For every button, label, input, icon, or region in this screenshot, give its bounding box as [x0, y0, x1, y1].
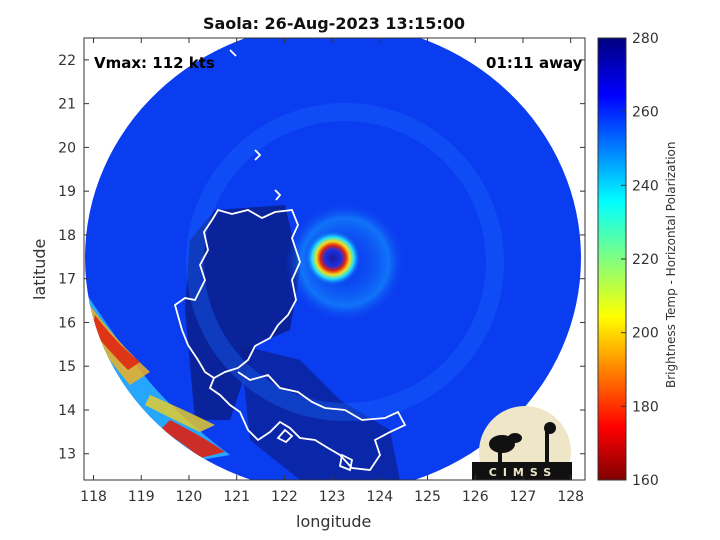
x-axis-label: longitude — [296, 512, 372, 531]
y-tick-label: 17 — [58, 272, 76, 288]
microwave-swath — [85, 38, 581, 480]
x-axis: 118 119 120 121 122 123 124 125 126 127 128 — [80, 38, 584, 505]
y-tick-label: 19 — [58, 184, 76, 200]
y-tick-label: 18 — [58, 228, 76, 244]
vmax-label: Vmax: 112 kts — [94, 54, 215, 72]
y-axis: 22 21 20 19 18 17 16 15 14 13 — [58, 53, 585, 463]
y-tick-label: 14 — [58, 403, 76, 419]
time-label: 01:11 away — [486, 54, 583, 72]
colorbar-label: Brightness Temp - Horizontal Polarizatio… — [664, 141, 678, 388]
y-axis-label: latitude — [30, 238, 49, 300]
y-tick-label: 21 — [58, 97, 76, 113]
y-tick-label: 15 — [58, 359, 76, 375]
colorbar-tick-label: 160 — [632, 473, 659, 489]
cimss-logo: CIMSS — [472, 406, 572, 480]
x-tick-label: 122 — [271, 489, 298, 505]
x-tick-label: 125 — [414, 489, 441, 505]
coastline — [173, 49, 479, 472]
y-tick-label: 20 — [58, 140, 76, 156]
x-tick-label: 121 — [223, 489, 250, 505]
colorbar-tick-label: 220 — [632, 252, 659, 268]
map-panel: CIMSS — [85, 38, 581, 480]
colorbar-tick-label: 180 — [632, 399, 659, 415]
colorbar-ticks: 280 260 240 220 200 180 160 — [621, 31, 659, 489]
y-tick-label: 13 — [58, 447, 76, 463]
x-tick-label: 118 — [80, 489, 107, 505]
x-tick-label: 123 — [319, 489, 346, 505]
x-tick-label: 126 — [462, 489, 489, 505]
x-tick-label: 128 — [557, 489, 584, 505]
colorbar-tick-label: 280 — [632, 31, 659, 47]
colorbar-tick-label: 260 — [632, 105, 659, 121]
colorbar-tick-label: 200 — [632, 326, 659, 342]
y-tick-label: 16 — [58, 315, 76, 331]
logo-text: CIMSS — [489, 466, 557, 479]
x-tick-label: 127 — [510, 489, 537, 505]
colorbar-tick-label: 240 — [632, 178, 659, 194]
x-tick-label: 120 — [176, 489, 203, 505]
x-tick-label: 124 — [366, 489, 393, 505]
x-tick-label: 119 — [128, 489, 155, 505]
figure-title: Saola: 26-Aug-2023 13:15:00 — [202, 14, 466, 33]
y-tick-label: 22 — [58, 53, 76, 69]
